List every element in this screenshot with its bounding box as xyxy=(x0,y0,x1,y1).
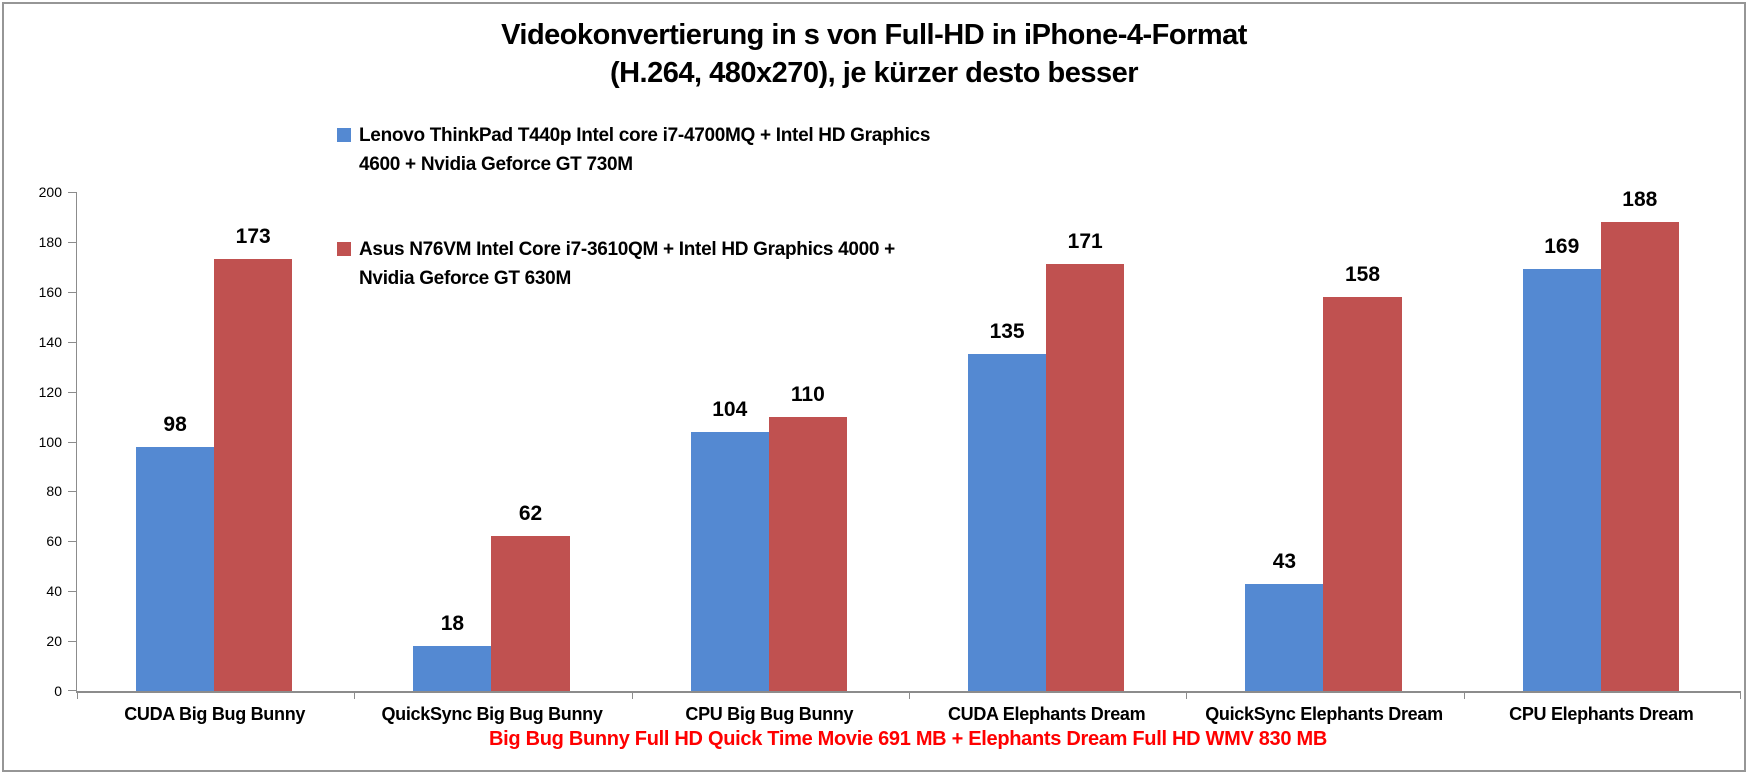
chart-title-line-2: (H.264, 480x270), je kürzer desto besser xyxy=(609,57,1139,89)
bar-series-2-quicksync-elephants-dream xyxy=(1323,296,1402,691)
y-axis-tick-label-80: 80 xyxy=(46,483,62,500)
y-axis-tick-mark-0 xyxy=(68,690,76,691)
y-axis-tick-mark-200 xyxy=(68,192,76,193)
bar-series-2-cpu-big-bug-bunny xyxy=(768,416,847,691)
y-axis-tick-label-60: 60 xyxy=(46,533,62,550)
legend: Lenovo ThinkPad T440p Intel core i7-4700… xyxy=(337,121,949,293)
bar-value-label: 171 xyxy=(1067,230,1103,254)
x-axis-boundary-tick-1 xyxy=(354,691,355,699)
bar-value-label: 169 xyxy=(1544,235,1580,259)
y-axis-tick-mark-160 xyxy=(68,291,76,293)
y-axis-tick-mark-120 xyxy=(68,391,76,393)
legend-swatch-series-2 xyxy=(337,242,351,256)
y-axis-tick-label-0: 0 xyxy=(54,683,62,699)
x-axis-category-labels: CUDA Big Bug Bunny QuickSync Big Bug Bunn… xyxy=(76,703,1740,727)
legend-label-series-1: Lenovo ThinkPad T440p Intel core i7-4700… xyxy=(359,125,931,175)
bar-value-label: 18 xyxy=(440,612,465,636)
y-axis-tick-label-20: 20 xyxy=(46,633,62,650)
x-axis-boundary-tick-2 xyxy=(632,691,633,699)
category-label-quicksync-elephants-dream: QuickSync Elephants Dream xyxy=(1205,704,1443,724)
bar-value-label: 158 xyxy=(1344,262,1381,286)
y-axis-tick-label-180: 180 xyxy=(38,233,62,250)
y-axis-tick-label-120: 120 xyxy=(38,383,62,400)
y-axis-tick-mark-60 xyxy=(68,541,76,543)
legend-swatch-series-1 xyxy=(337,128,351,142)
x-axis-boundary-tick-3 xyxy=(909,691,910,699)
bar-series-1-cuda-big-bug-bunny xyxy=(136,446,215,691)
x-axis-boundary-tick-0 xyxy=(77,691,78,699)
bar-series-1-cpu-big-bug-bunny xyxy=(690,431,769,691)
y-axis-tick-mark-100 xyxy=(68,441,76,443)
bar-series-1-quicksync-elephants-dream xyxy=(1245,583,1324,691)
bar-series-2-quicksync-big-bug-bunny xyxy=(491,536,570,691)
category-label-quicksync-big-bug-bunny: QuickSync Big Bug Bunny xyxy=(381,704,603,724)
y-axis: 0 20 40 60 80 100 120 140 160 180 200 xyxy=(0,184,76,699)
bar-value-label: 173 xyxy=(235,225,271,249)
category-label-cpu-big-bug-bunny: CPU Big Bug Bunny xyxy=(685,704,854,724)
bar-series-1-quicksync-big-bug-bunny xyxy=(413,646,492,691)
category-label-cuda-elephants-dream: CUDA Elephants Dream xyxy=(947,704,1146,724)
bar-value-label: 43 xyxy=(1272,549,1297,573)
chart-footnote: Big Bug Bunny Full HD Quick Time Movie 6… xyxy=(489,728,1327,750)
category-label-cuda-big-bug-bunny: CUDA Big Bug Bunny xyxy=(124,704,306,724)
y-axis-tick-mark-180 xyxy=(68,241,76,243)
x-axis-boundary-tick-6 xyxy=(1740,691,1741,699)
x-axis-boundary-tick-4 xyxy=(1186,691,1187,699)
y-axis-tick-label-160: 160 xyxy=(38,283,62,300)
y-axis-tick-label-100: 100 xyxy=(38,433,62,450)
y-axis-tick-label-200: 200 xyxy=(38,184,62,200)
category-label-cpu-elephants-dream: CPU Elephants Dream xyxy=(1509,704,1694,724)
bar-value-label: 135 xyxy=(989,320,1025,344)
legend-label-series-2: Asus N76VM Intel Core i7-3610QM + Intel … xyxy=(359,239,895,289)
bar-value-label: 110 xyxy=(790,382,825,406)
bar-series-1-cuda-elephants-dream xyxy=(968,354,1047,691)
bar-series-2-cpu-elephants-dream xyxy=(1600,221,1679,691)
bar-value-label: 62 xyxy=(518,502,543,526)
y-axis-tick-mark-80 xyxy=(68,491,76,493)
bar-series-2-cuda-elephants-dream xyxy=(1046,264,1125,691)
plot-area: 98 173 18 62 104 110 135 171 43 158 169 188 xyxy=(76,188,1741,699)
chart-title-line-1: Videokonvertierung in s von Full-HD in i… xyxy=(501,19,1247,51)
bar-series-1-cpu-elephants-dream xyxy=(1522,269,1601,691)
legend-entry-lenovo: Lenovo ThinkPad T440p Intel core i7-4700… xyxy=(337,121,949,179)
bar-value-label: 188 xyxy=(1622,187,1658,211)
x-axis-boundary-tick-5 xyxy=(1464,691,1465,699)
y-axis-tick-mark-20 xyxy=(68,641,76,643)
y-axis-tick-mark-140 xyxy=(68,341,76,343)
y-axis-tick-mark-40 xyxy=(68,591,76,593)
bar-series-2-cuda-big-bug-bunny xyxy=(214,259,293,691)
bar-value-label: 98 xyxy=(163,412,187,436)
y-axis-tick-label-40: 40 xyxy=(46,583,62,600)
legend-entry-asus: Asus N76VM Intel Core i7-3610QM + Intel … xyxy=(337,235,949,293)
bar-value-label: 104 xyxy=(712,397,748,421)
y-axis-tick-label-140: 140 xyxy=(38,333,62,350)
chart-title: Videokonvertierung in s von Full-HD in i… xyxy=(0,16,1748,92)
